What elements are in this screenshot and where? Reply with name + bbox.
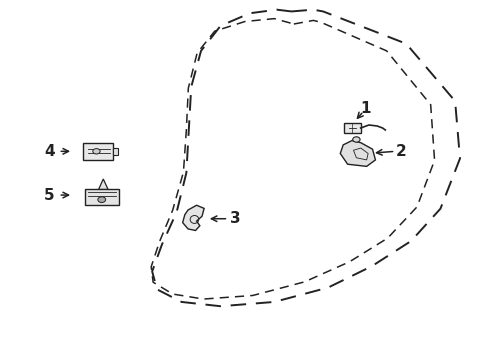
Polygon shape [98, 179, 108, 189]
Circle shape [353, 137, 360, 142]
Text: 2: 2 [396, 144, 407, 159]
Circle shape [93, 149, 100, 154]
FancyBboxPatch shape [344, 123, 361, 133]
Bar [83, 143, 113, 160]
Text: 4: 4 [44, 144, 55, 159]
Polygon shape [183, 205, 204, 230]
Bar [113, 148, 119, 154]
Polygon shape [340, 140, 375, 166]
Text: 5: 5 [44, 188, 55, 203]
Text: 1: 1 [360, 101, 370, 116]
Bar [85, 189, 119, 206]
Ellipse shape [98, 197, 106, 203]
Text: 3: 3 [230, 211, 241, 226]
